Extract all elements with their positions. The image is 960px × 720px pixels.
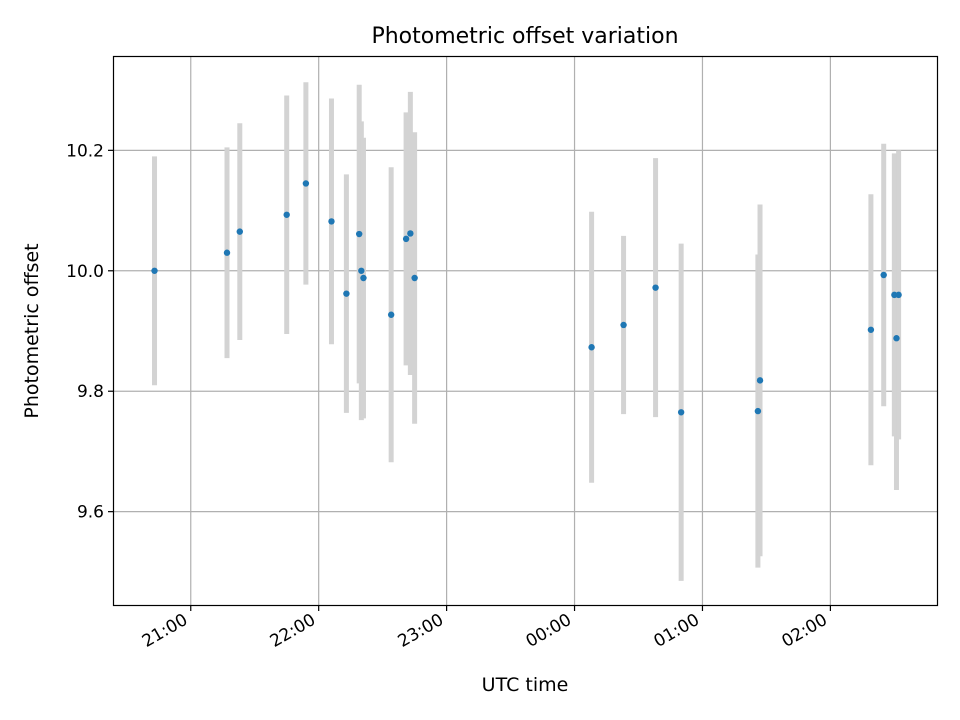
data-point	[880, 271, 887, 279]
data-point	[387, 311, 395, 318]
data-point	[236, 228, 243, 235]
data-point	[358, 267, 365, 274]
chart-title: Photometric offset variation	[371, 24, 678, 49]
data-point	[223, 249, 231, 256]
data-point	[328, 218, 335, 225]
data-point	[151, 267, 158, 274]
y-tick-label: 9.8	[77, 382, 104, 402]
data-point	[355, 230, 363, 238]
data-point	[302, 180, 310, 187]
data-point	[411, 274, 418, 282]
y-axis-label: Photometric offset	[21, 243, 43, 418]
data-point	[402, 235, 410, 243]
data-point	[407, 230, 414, 237]
y-axis: 9.6 9.8 10.0 10.2	[66, 141, 114, 523]
data-point	[283, 211, 290, 218]
data-point	[360, 274, 367, 282]
data-points	[151, 180, 902, 416]
plot-frame	[112, 55, 939, 607]
data-point	[893, 335, 900, 342]
data-point	[588, 344, 595, 351]
data-point	[652, 284, 659, 291]
data-point	[677, 409, 685, 416]
y-tick-label: 9.6	[77, 503, 104, 523]
x-axis-label: UTC time	[482, 674, 569, 696]
data-point	[343, 290, 350, 297]
data-point	[754, 407, 762, 415]
data-point	[756, 377, 764, 384]
y-gridlines	[114, 149, 937, 513]
data-point	[867, 326, 875, 333]
y-tick-label: 10.2	[66, 141, 104, 161]
data-point	[895, 291, 902, 299]
x-gridlines	[190, 57, 831, 605]
y-tick-label: 10.0	[66, 262, 104, 282]
data-point	[620, 321, 627, 329]
